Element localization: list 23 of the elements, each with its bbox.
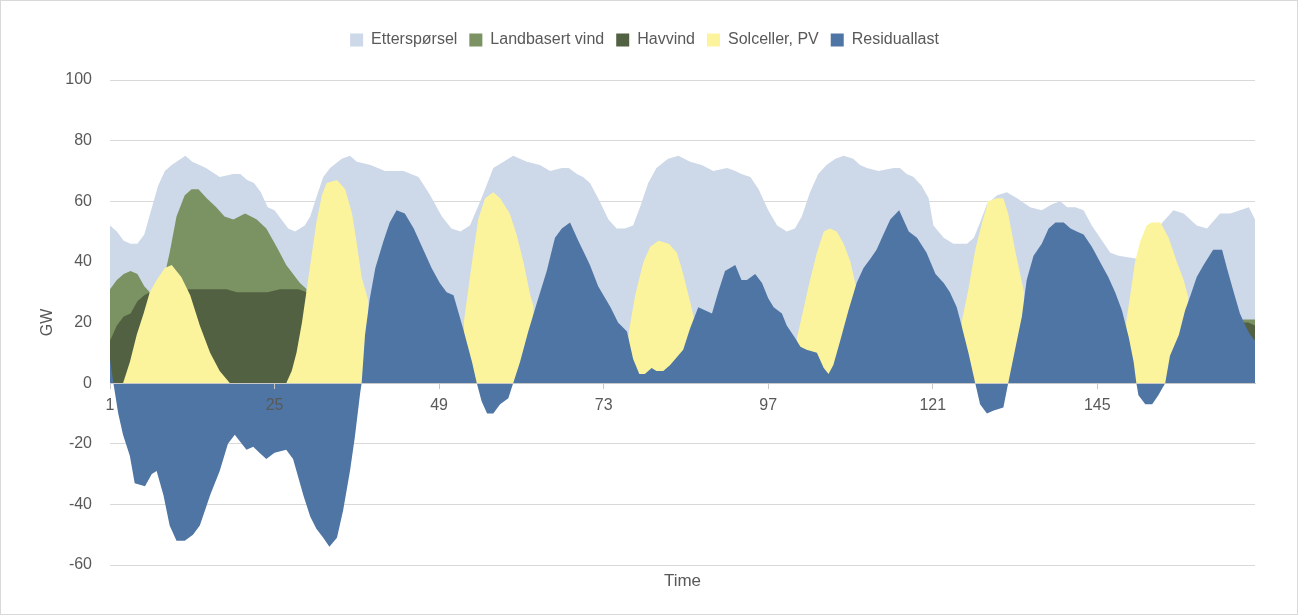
legend-label: Havvind bbox=[637, 30, 696, 48]
y-axis-title: GW bbox=[38, 307, 56, 337]
y-tick-label: 20 bbox=[74, 312, 93, 330]
y-tick-label: 80 bbox=[74, 131, 93, 149]
y-tick-label: 100 bbox=[65, 70, 93, 88]
x-axis-title: Time bbox=[663, 570, 702, 590]
x-tick-label: 1 bbox=[105, 396, 115, 414]
legend-label: Residuallast bbox=[851, 30, 940, 48]
x-tick-label: 121 bbox=[919, 396, 947, 414]
y-tick-label: 0 bbox=[83, 373, 93, 391]
x-tick-label: 97 bbox=[759, 396, 778, 414]
x-tick-label: 49 bbox=[430, 396, 449, 414]
y-tick-label: -20 bbox=[68, 434, 93, 452]
y-tick-label: 40 bbox=[74, 252, 93, 270]
x-tick-label: 145 bbox=[1083, 396, 1111, 414]
legend-label: Landbasert vind bbox=[490, 30, 605, 48]
x-tick-label: 25 bbox=[265, 396, 284, 414]
legend-label: Solceller, PV bbox=[728, 30, 820, 48]
y-tick-label: 60 bbox=[74, 191, 93, 209]
y-tick-label: -40 bbox=[68, 494, 93, 512]
legend-label: Etterspørsel bbox=[371, 30, 458, 48]
x-tick-label: 73 bbox=[594, 396, 613, 414]
y-tick-label: -60 bbox=[68, 555, 93, 573]
